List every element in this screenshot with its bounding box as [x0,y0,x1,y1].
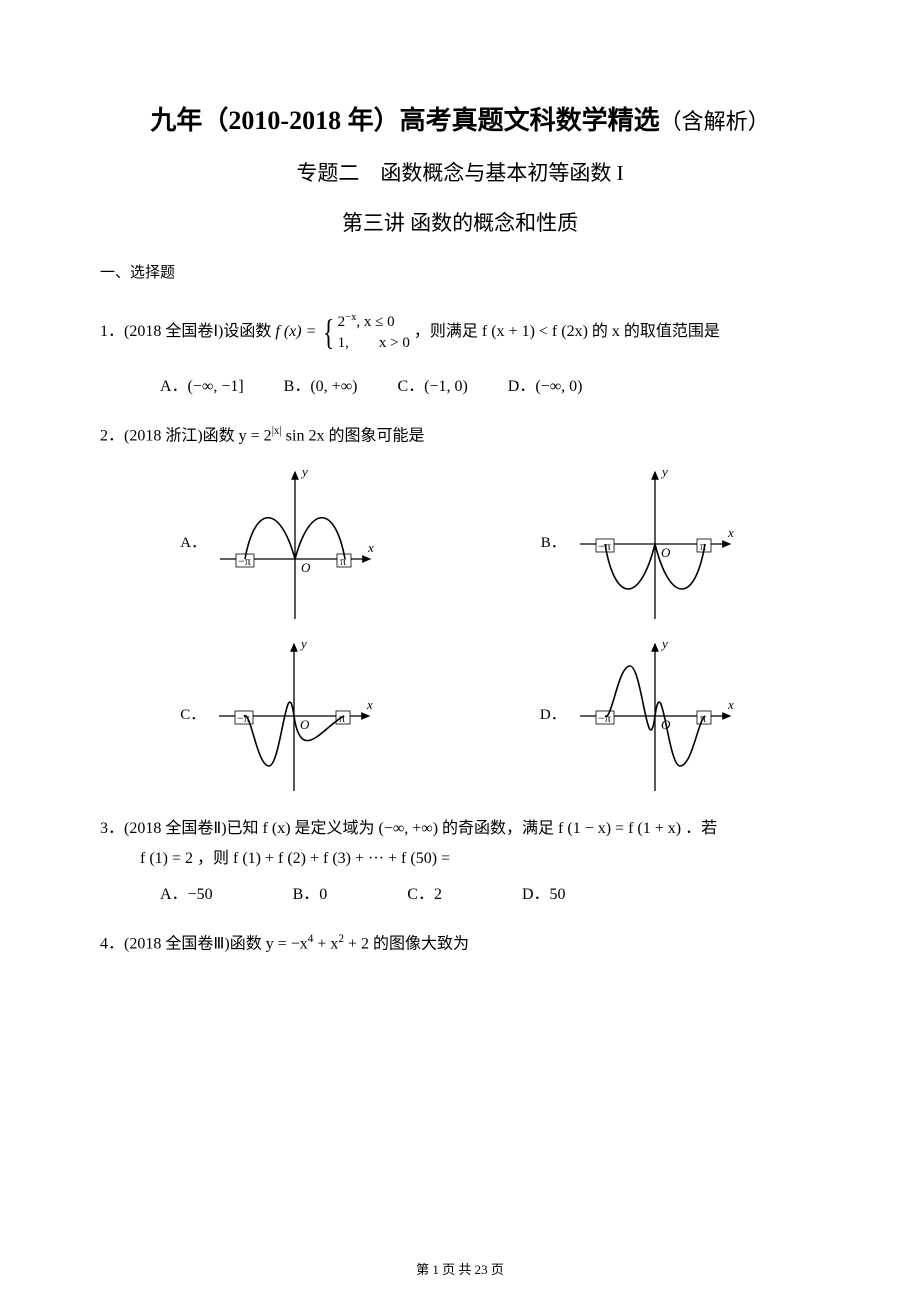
main-title: 九年（2010-2018 年）高考真题文科数学精选（含解析） [100,100,820,137]
svg-text:x: x [727,525,734,540]
q2-graph-a: A． y x O −π π [180,464,380,624]
section-label: 一、选择题 [100,261,820,282]
q4-pre: 4．(2018 全国卷Ⅲ)函数 y = −x [100,935,308,952]
q1-opt-b: B．(0, +∞) [284,372,358,402]
q1-opt-a: A．(−∞, −1] [160,372,244,402]
q3-opt-c: C．2 [407,880,442,910]
svg-text:y: y [299,636,307,651]
svg-text:x: x [367,540,374,555]
q4-mid: + x [313,935,338,952]
q3-options: A．−50 B．0 C．2 D．50 [100,880,820,910]
q3-opt-b: B．0 [293,880,328,910]
q2-sup: |x| [272,425,282,437]
main-title-text: 九年（2010-2018 年）高考真题文科数学精选 [150,106,659,135]
svg-text:−π: −π [598,539,611,553]
graph-d-svg: y x O −π π [570,636,740,796]
q1-suffix: ，则满足 f (x + 1) < f (2x) 的 x 的取值范围是 [414,323,720,340]
svg-text:O: O [300,717,310,732]
question-2: 2．(2018 浙江)函数 y = 2|x| sin 2x 的图象可能是 A． … [100,421,820,796]
graph-b-svg: y x O −π π [570,464,740,624]
q2-text-post: sin 2x 的图象可能是 [282,427,425,444]
main-title-paren: （含解析） [660,109,770,134]
q3-line2: f (1) = 2 ，则 f (1) + f (2) + f (3) + ···… [100,844,820,874]
question-1: 1．(2018 全国卷Ⅰ)设函数 f (x) = { 2−x, x ≤ 0 1,… [100,298,820,403]
svg-text:y: y [300,464,308,479]
svg-text:O: O [301,560,311,575]
q3-opt-d: D．50 [522,880,566,910]
q2-graph-b: B． y x O −π π [541,464,740,624]
brace-icon: { [323,298,334,366]
subtitle: 专题二 函数概念与基本初等函数 I [100,157,820,187]
svg-text:O: O [661,545,671,560]
q1-piece-bot: 1, x > 0 [338,335,410,351]
q2-graph-row-2: C． y x O −π π [100,636,820,796]
graph-c-svg: y x O −π π [209,636,379,796]
question-4: 4．(2018 全国卷Ⅲ)函数 y = −x4 + x2 + 2 的图像大致为 [100,929,820,960]
q1-piece-top-exp: −x [345,312,356,323]
svg-text:x: x [366,697,373,712]
q4-post: + 2 的图像大致为 [344,935,469,952]
q2-label-c: C． [180,701,205,730]
q2-label-d: D． [540,701,566,730]
q1-opt-c: C．(−1, 0) [397,372,467,402]
svg-text:−π: −π [238,554,251,568]
subsubtitle: 第三讲 函数的概念和性质 [100,207,820,237]
q2-label-b: B． [541,529,566,558]
q2-label-a: A． [180,529,206,558]
q3-line1: 3．(2018 全国卷Ⅱ)已知 f (x) 是定义域为 (−∞, +∞) 的奇函… [100,814,820,844]
q3-opt-a: A．−50 [160,880,213,910]
question-3: 3．(2018 全国卷Ⅱ)已知 f (x) 是定义域为 (−∞, +∞) 的奇函… [100,814,820,911]
q1-piece-top-cond: , x ≤ 0 [356,314,394,330]
svg-text:y: y [660,464,668,479]
svg-text:y: y [660,636,668,651]
q1-fx: f (x) = [275,323,320,340]
q1-piece-top: 2−x, x ≤ 0 [338,314,395,330]
q1-prefix: 1．(2018 全国卷Ⅰ)设函数 [100,323,275,340]
svg-text:x: x [727,697,734,712]
q1-opt-d: D．(−∞, 0) [508,372,583,402]
q1-options: A．(−∞, −1] B．(0, +∞) C．(−1, 0) D．(−∞, 0) [100,372,820,402]
q2-graph-c: C． y x O −π π [180,636,379,796]
q1-piecewise: { 2−x, x ≤ 0 1, x > 0 [320,298,410,366]
q2-graph-row-1: A． y x O −π π [100,464,820,624]
page-footer: 第 1 页 共 23 页 [0,1259,920,1278]
graph-a-svg: y x O −π π [210,464,380,624]
q2-text-pre: 2．(2018 浙江)函数 y = 2 [100,427,272,444]
q2-graph-d: D． y x O −π π [540,636,740,796]
